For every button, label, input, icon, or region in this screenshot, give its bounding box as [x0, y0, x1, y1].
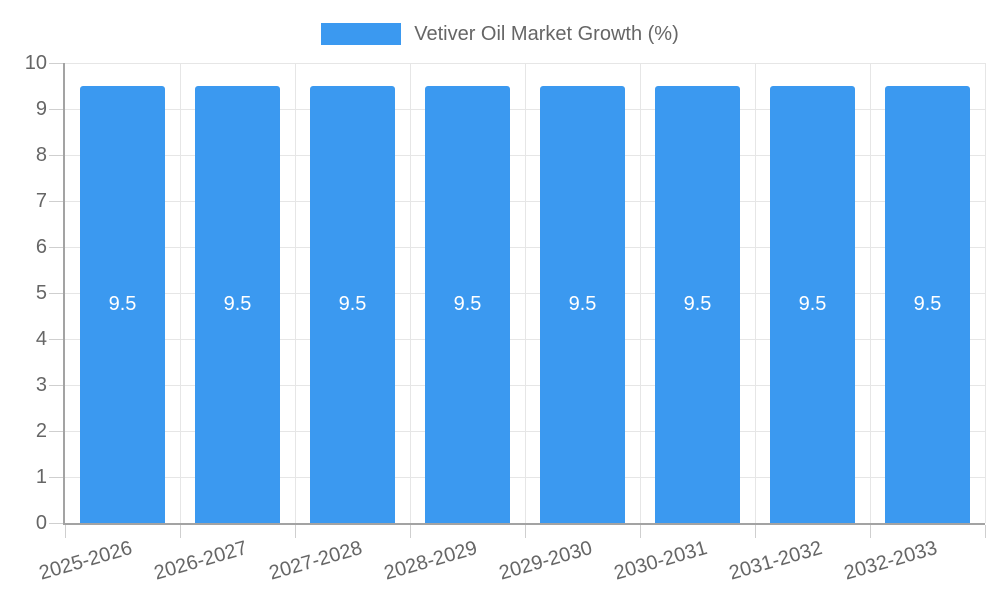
x-tick: [869, 525, 871, 538]
y-tick: [49, 338, 63, 340]
v-gridline: [754, 63, 756, 523]
y-tick: [49, 200, 63, 202]
y-tick-label: 5: [35, 282, 47, 304]
x-tick-label: 2031-2032: [726, 537, 825, 585]
y-tick: [49, 154, 63, 156]
bar-value-label: 9.5: [798, 293, 827, 315]
y-tick: [49, 476, 63, 478]
x-tick-label: 2025-2026: [36, 537, 135, 585]
y-tick-label: 0: [35, 512, 47, 534]
x-tick-label: 2029-2030: [496, 537, 595, 585]
v-gridline: [524, 63, 526, 523]
y-tick: [49, 430, 63, 432]
x-tick-label: 2026-2027: [151, 537, 250, 585]
x-tick: [984, 525, 986, 538]
y-tick-label: 6: [35, 236, 47, 258]
legend-swatch-icon: [321, 23, 402, 45]
y-tick-label: 2: [35, 420, 47, 442]
legend-item[interactable]: Vetiver Oil Market Growth (%): [321, 22, 679, 46]
y-tick-label: 1: [35, 466, 47, 488]
legend: Vetiver Oil Market Growth (%): [0, 22, 1000, 46]
v-gridline: [869, 63, 871, 523]
bar-value-label: 9.5: [568, 293, 597, 315]
y-tick-label: 7: [35, 190, 47, 212]
bar-value-label: 9.5: [108, 293, 137, 315]
bar[interactable]: 9.5: [425, 86, 510, 523]
v-gridline: [409, 63, 411, 523]
bar-value-label: 9.5: [683, 293, 712, 315]
v-gridline: [179, 63, 181, 523]
y-tick: [49, 62, 63, 64]
bar-value-label: 9.5: [338, 293, 367, 315]
y-tick-label: 8: [35, 144, 47, 166]
x-tick-label: 2028-2029: [381, 537, 480, 585]
bar-value-label: 9.5: [223, 293, 252, 315]
y-tick: [49, 384, 63, 386]
x-axis-line: [63, 523, 985, 525]
bar[interactable]: 9.5: [310, 86, 395, 523]
x-tick: [294, 525, 296, 538]
y-axis-line: [63, 63, 65, 525]
y-tick: [49, 522, 63, 524]
bar-value-label: 9.5: [913, 293, 942, 315]
x-tick-label: 2027-2028: [266, 537, 365, 585]
y-tick: [49, 246, 63, 248]
bar[interactable]: 9.5: [770, 86, 855, 523]
bar[interactable]: 9.5: [885, 86, 970, 523]
x-tick: [409, 525, 411, 538]
v-gridline: [294, 63, 296, 523]
bar[interactable]: 9.5: [540, 86, 625, 523]
v-gridline: [639, 63, 641, 523]
x-tick: [524, 525, 526, 538]
x-tick-label: 2032-2033: [841, 537, 940, 585]
x-tick: [64, 525, 66, 538]
x-tick: [179, 525, 181, 538]
y-tick-label: 3: [35, 374, 47, 396]
bar-value-label: 9.5: [453, 293, 482, 315]
plot-area: 0 1 2 3 4 5 6 7 8 9 10 9.5 9.5 9.5 9.5 9.5 9.5 9.5 9.5 2025…: [25, 52, 986, 585]
bar[interactable]: 9.5: [195, 86, 280, 523]
x-tick-label: 2030-2031: [611, 537, 710, 585]
y-tick: [49, 292, 63, 294]
x-tick: [754, 525, 756, 538]
bar[interactable]: 9.5: [655, 86, 740, 523]
v-gridline: [984, 63, 986, 523]
y-tick-label: 9: [35, 98, 47, 120]
x-tick: [639, 525, 641, 538]
y-tick: [49, 108, 63, 110]
bar[interactable]: 9.5: [80, 86, 165, 523]
y-tick-label: 10: [24, 52, 47, 74]
legend-label: Vetiver Oil Market Growth (%): [414, 23, 679, 45]
y-tick-label: 4: [35, 328, 47, 350]
